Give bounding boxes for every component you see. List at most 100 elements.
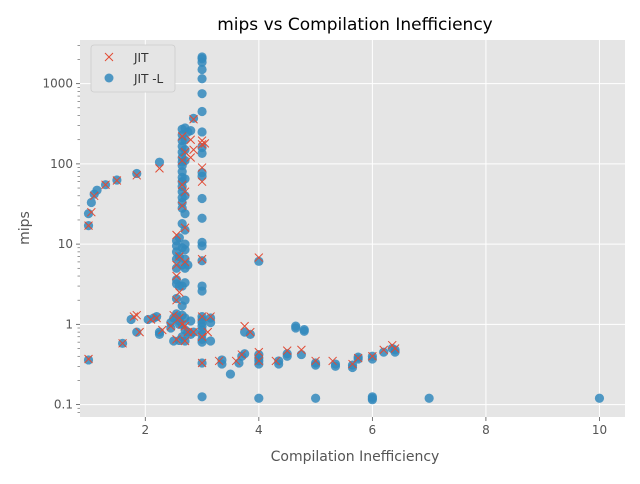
y-tick-label: 10 <box>58 237 73 251</box>
data-point-jit <box>197 358 207 368</box>
data-point-jit-l <box>274 356 284 366</box>
data-point-jit <box>186 135 196 145</box>
data-point-jit-l <box>390 345 400 355</box>
data-point-jit <box>180 321 190 331</box>
data-point-jit <box>169 310 179 320</box>
data-point-jit-l <box>205 336 216 346</box>
data-point-jit-l <box>197 167 207 178</box>
y-tick-label: 1 <box>65 317 73 331</box>
data-point-jit <box>166 321 176 331</box>
legend-marker-jit-l <box>104 73 114 83</box>
data-point-jit <box>328 356 337 366</box>
data-point-jit-l <box>197 127 207 137</box>
data-point-jit <box>84 354 93 364</box>
data-point-jit-l <box>217 355 227 365</box>
data-point-jit <box>197 254 207 264</box>
x-ticks: 2 4 6 8 10 <box>141 417 607 437</box>
data-point-jit-l <box>83 355 94 365</box>
data-point-jit <box>282 346 292 356</box>
data-point-jit-l <box>424 393 434 403</box>
data-point-jit-l <box>291 321 301 331</box>
data-point-jit-l <box>180 209 190 219</box>
data-point-jit-l <box>197 256 207 266</box>
data-point-jit-l <box>205 313 216 323</box>
data-point-jit-l <box>197 213 207 223</box>
data-point-jit-l <box>197 237 207 248</box>
data-point-jit-l <box>154 327 165 337</box>
x-tick-label: 10 <box>592 423 607 437</box>
data-point-jit <box>112 176 122 185</box>
data-point-jit <box>180 223 190 233</box>
data-point-jit-l <box>310 358 321 368</box>
data-point-jit-l <box>171 293 182 304</box>
data-point-jit <box>197 163 207 172</box>
data-point-jit-l <box>180 174 190 184</box>
data-point-jit-l <box>197 52 207 62</box>
data-point-jit-l <box>180 145 190 155</box>
data-point-jit-l <box>188 113 199 123</box>
legend: JIT JIT -L <box>90 44 176 93</box>
y-tick-label: 1000 <box>42 77 73 91</box>
data-point-jit <box>197 332 207 342</box>
data-point-jit-l <box>180 295 190 305</box>
data-point-jit <box>174 288 184 297</box>
y-ticks: 0.1 1 10 100 1000 <box>42 45 80 413</box>
data-point-jit-l <box>83 209 94 219</box>
data-point-jit <box>132 170 142 180</box>
data-point-jit <box>311 356 320 366</box>
data-point-jit <box>189 145 198 155</box>
data-point-jit <box>206 312 215 321</box>
data-point-jit <box>177 156 187 165</box>
data-point-jit-l <box>186 125 196 136</box>
x-axis-label: Compilation Inefficiency <box>271 449 440 465</box>
series-jit-points <box>84 114 400 369</box>
data-point-jit <box>132 310 142 320</box>
data-point-jit-l <box>225 369 236 379</box>
data-point-jit <box>87 207 96 217</box>
data-point-jit-l <box>197 74 207 84</box>
x-tick-label: 6 <box>369 423 377 437</box>
data-point-jit <box>157 325 167 335</box>
data-point-jit-l <box>245 329 255 339</box>
data-point-jit <box>203 327 213 337</box>
data-point-jit <box>101 180 110 190</box>
data-point-jit <box>254 356 264 366</box>
data-point-jit <box>146 315 156 324</box>
data-point-jit <box>197 140 207 149</box>
data-point-jit-l <box>180 191 190 201</box>
data-point-jit <box>353 353 363 363</box>
data-point-jit <box>177 180 187 190</box>
data-point-jit <box>135 327 144 337</box>
data-point-jit-l <box>353 352 363 362</box>
data-point-jit-l <box>379 347 389 357</box>
data-point-jit <box>155 163 164 173</box>
data-point-jit <box>172 230 181 240</box>
data-point-jit-l <box>254 256 264 266</box>
data-point-jit <box>214 356 224 366</box>
data-point-jit <box>197 177 207 187</box>
data-point-jit <box>177 132 187 141</box>
data-point-jit <box>245 327 255 337</box>
data-point-jit-l <box>197 142 207 153</box>
data-point-jit-l <box>180 278 190 288</box>
data-point-jit-l <box>132 327 142 337</box>
data-point-jit <box>200 139 210 148</box>
data-point-jit <box>84 221 93 230</box>
data-point-jit-l <box>282 349 292 359</box>
data-point-jit <box>172 271 181 281</box>
data-point-jit-l <box>197 89 207 99</box>
y-tick-label: 0.1 <box>54 398 73 412</box>
y-axis-label: mips <box>17 211 33 245</box>
data-point-jit <box>189 114 198 124</box>
data-point-jit-l <box>154 157 165 167</box>
data-point-jit-l <box>299 324 309 335</box>
data-point-jit <box>271 356 281 366</box>
data-point-jit-l <box>197 392 207 402</box>
data-point-jit <box>174 313 184 323</box>
data-point-jit <box>180 187 190 197</box>
data-point-jit <box>129 312 139 321</box>
x-tick-label: 8 <box>482 423 490 437</box>
data-point-jit <box>180 336 190 346</box>
data-point-jit <box>89 191 99 201</box>
